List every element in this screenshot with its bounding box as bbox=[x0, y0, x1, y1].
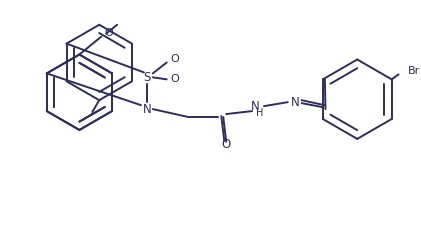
Text: Br: Br bbox=[408, 66, 420, 76]
Text: N: N bbox=[142, 103, 151, 116]
Text: H: H bbox=[256, 108, 264, 118]
Text: N: N bbox=[291, 96, 300, 109]
Text: N: N bbox=[250, 100, 259, 113]
Text: O: O bbox=[170, 74, 179, 84]
Text: O: O bbox=[105, 28, 114, 38]
Text: O: O bbox=[170, 55, 179, 64]
Text: S: S bbox=[143, 71, 151, 84]
Text: O: O bbox=[221, 138, 231, 151]
